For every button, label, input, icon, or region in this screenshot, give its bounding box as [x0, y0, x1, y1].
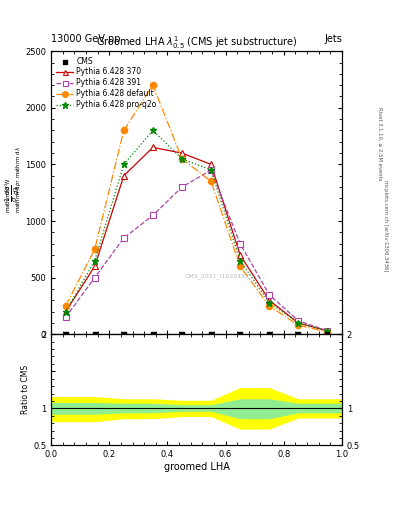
CMS [266, 330, 272, 338]
Y-axis label: Ratio to CMS: Ratio to CMS [21, 365, 30, 414]
Line: Pythia 6.428 370: Pythia 6.428 370 [63, 145, 330, 334]
Pythia 6.428 pro-q2o [92, 258, 97, 264]
CMS [324, 330, 331, 338]
CMS [150, 330, 156, 338]
Pythia 6.428 pro-q2o [296, 320, 301, 326]
CMS [179, 330, 185, 338]
CMS [237, 330, 243, 338]
Pythia 6.428 default [296, 322, 301, 328]
Title: Groomed LHA $\lambda^{1}_{0.5}$ (CMS jet substructure): Groomed LHA $\lambda^{1}_{0.5}$ (CMS jet… [96, 34, 297, 51]
Pythia 6.428 pro-q2o [121, 161, 126, 167]
Pythia 6.428 391 [267, 291, 272, 297]
Pythia 6.428 pro-q2o [209, 167, 213, 173]
Pythia 6.428 391 [209, 167, 213, 173]
Pythia 6.428 pro-q2o [267, 300, 272, 306]
Pythia 6.428 391 [63, 314, 68, 321]
Pythia 6.428 pro-q2o [238, 258, 242, 264]
CMS [121, 330, 127, 338]
Y-axis label: $\frac{1}{\sigma}\,\frac{d\sigma}{d\lambda}$: $\frac{1}{\sigma}\,\frac{d\sigma}{d\lamb… [4, 184, 22, 202]
Pythia 6.428 pro-q2o [180, 156, 184, 162]
Text: 13000 GeV pp: 13000 GeV pp [51, 33, 121, 44]
Legend: CMS, Pythia 6.428 370, Pythia 6.428 391, Pythia 6.428 default, Pythia 6.428 pro-: CMS, Pythia 6.428 370, Pythia 6.428 391,… [55, 55, 158, 111]
Pythia 6.428 370 [92, 263, 97, 269]
Pythia 6.428 370 [238, 252, 242, 258]
Pythia 6.428 default [63, 303, 68, 309]
Pythia 6.428 391 [121, 235, 126, 241]
Text: mcplots.cern.ch [arXiv:1306.3436]: mcplots.cern.ch [arXiv:1306.3436] [384, 180, 388, 271]
Pythia 6.428 391 [92, 274, 97, 281]
Text: Jets: Jets [324, 33, 342, 44]
Pythia 6.428 391 [180, 184, 184, 190]
Pythia 6.428 391 [296, 317, 301, 324]
Pythia 6.428 default [151, 82, 155, 88]
Pythia 6.428 370 [267, 297, 272, 303]
CMS [208, 330, 214, 338]
CMS [295, 330, 301, 338]
Pythia 6.428 default [92, 246, 97, 252]
Text: Rivet 3.1.10, ≥ 2.5M events: Rivet 3.1.10, ≥ 2.5M events [377, 106, 382, 180]
Line: Pythia 6.428 default: Pythia 6.428 default [62, 82, 331, 335]
Pythia 6.428 pro-q2o [325, 328, 330, 334]
CMS [62, 330, 69, 338]
Pythia 6.428 391 [325, 328, 330, 334]
Pythia 6.428 pro-q2o [151, 127, 155, 134]
Pythia 6.428 default [238, 263, 242, 269]
Pythia 6.428 370 [296, 320, 301, 326]
Pythia 6.428 pro-q2o [63, 309, 68, 315]
Pythia 6.428 391 [238, 241, 242, 247]
Pythia 6.428 370 [151, 144, 155, 151]
Pythia 6.428 default [325, 329, 330, 335]
Line: Pythia 6.428 pro-q2o: Pythia 6.428 pro-q2o [62, 127, 331, 334]
Pythia 6.428 391 [151, 212, 155, 219]
Pythia 6.428 370 [121, 173, 126, 179]
Pythia 6.428 default [267, 303, 272, 309]
Pythia 6.428 default [209, 178, 213, 184]
CMS [92, 330, 98, 338]
Text: $\mathrm{mathrm\ d}^2N$
$\mathrm{mathrm\ d}p_T\ \mathrm{mathrm\ d}\lambda$: $\mathrm{mathrm\ d}^2N$ $\mathrm{mathrm\… [4, 146, 24, 212]
Pythia 6.428 370 [180, 150, 184, 156]
Pythia 6.428 370 [209, 161, 213, 167]
X-axis label: groomed LHA: groomed LHA [163, 462, 230, 472]
Pythia 6.428 370 [63, 309, 68, 315]
Text: CMS_2021_I1920187: CMS_2021_I1920187 [184, 273, 249, 280]
Pythia 6.428 default [121, 127, 126, 134]
Pythia 6.428 default [180, 156, 184, 162]
Pythia 6.428 370 [325, 328, 330, 334]
Line: Pythia 6.428 391: Pythia 6.428 391 [63, 167, 330, 334]
